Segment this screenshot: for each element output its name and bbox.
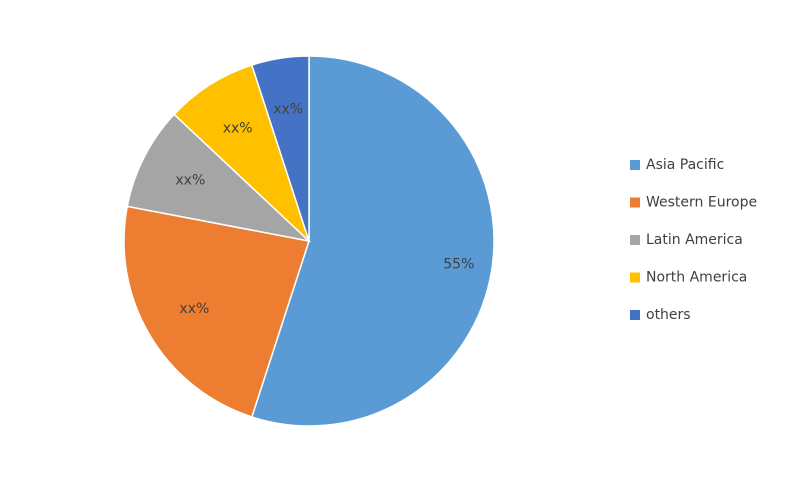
- legend-label: Asia Pacific: [646, 157, 724, 173]
- pie-slice: [250, 55, 495, 427]
- legend-label: Western Europe: [646, 195, 757, 211]
- legend-label: Latin America: [646, 232, 743, 248]
- legend-swatch: [630, 272, 640, 283]
- pie-slice: [123, 205, 310, 418]
- data-label: 55%: [443, 257, 474, 273]
- data-label: xx%: [175, 173, 205, 189]
- data-label: xx%: [273, 101, 303, 117]
- data-label: xx%: [223, 121, 253, 137]
- pie-slice: [250, 55, 310, 242]
- data-label: xx%: [179, 301, 209, 317]
- pie-slice: [173, 64, 310, 242]
- pie-slice: [126, 113, 312, 243]
- legend-label: North America: [646, 270, 747, 286]
- legend-swatch: [630, 310, 640, 320]
- legend-swatch: [630, 160, 640, 170]
- legend-label: others: [646, 307, 691, 323]
- legend-swatch: [630, 235, 640, 245]
- legend-swatch: [630, 197, 640, 208]
